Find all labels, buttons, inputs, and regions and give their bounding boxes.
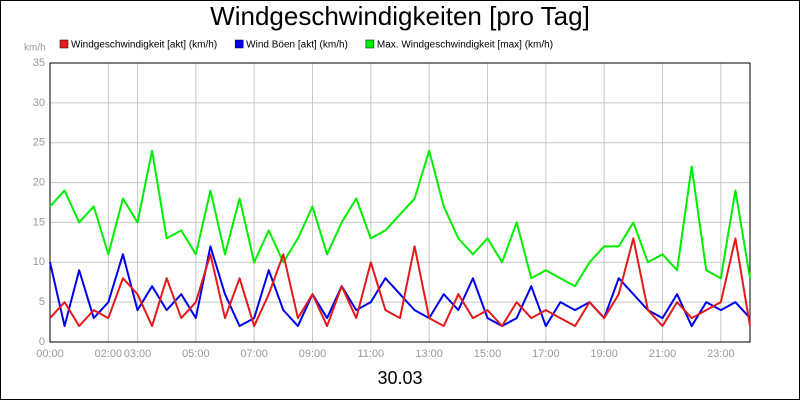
x-tick-label: 21:00 (649, 348, 677, 360)
x-tick-label: 15:00 (474, 348, 502, 360)
legend-label: Windgeschwindigkeit [akt] (km/h) (71, 40, 217, 51)
x-tick-label: 23:00 (707, 348, 735, 360)
legend-swatch (365, 39, 375, 49)
x-tick-label: 17:00 (532, 348, 560, 360)
legend-label: Wind Böen [akt] (km/h) (246, 40, 348, 51)
x-tick-label: 09:00 (299, 348, 327, 360)
x-tick-label: 07:00 (240, 348, 268, 360)
series-line (49, 245, 751, 328)
series-line (49, 237, 751, 328)
y-tick-label: 30 (33, 97, 45, 109)
y-tick-label: 35 (33, 57, 45, 69)
x-tick-label: 05:00 (182, 348, 210, 360)
legend-label: Max. Windgeschwindigkeit [max] (km/h) (377, 40, 553, 51)
y-tick-label: 15 (33, 216, 45, 228)
legend-swatch (59, 39, 69, 49)
y-tick-label: 10 (33, 256, 45, 268)
y-tick-label: 0 (39, 336, 45, 348)
series-line (49, 149, 751, 288)
x-tick-label: 00:00 (36, 348, 64, 360)
x-tick-label: 02:00 (95, 348, 123, 360)
y-unit: km/h (24, 43, 46, 54)
y-tick-label: 5 (39, 296, 45, 308)
x-tick-label: 03:00 (124, 348, 152, 360)
y-tick-label: 25 (33, 137, 45, 149)
y-tick-label: 20 (33, 176, 45, 188)
x-tick-label: 19:00 (590, 348, 618, 360)
chart-title: Windgeschwindigkeiten [pro Tag] (210, 1, 590, 31)
plot-border (49, 62, 751, 343)
x-tick-label: 13:00 (415, 348, 443, 360)
legend-swatch (234, 39, 244, 49)
x-tick-label: 11:00 (357, 348, 384, 360)
x-label: 30.03 (377, 368, 422, 388)
